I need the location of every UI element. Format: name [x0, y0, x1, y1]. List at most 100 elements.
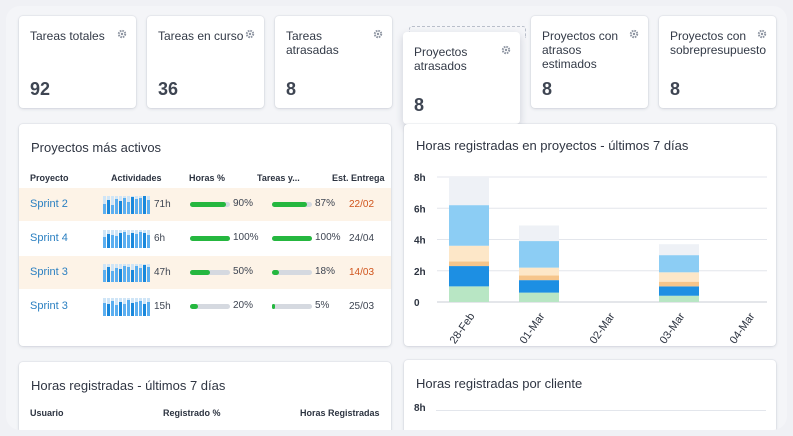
- bar-segment[interactable]: [519, 225, 559, 242]
- bar-segment[interactable]: [449, 205, 489, 246]
- hours-percent: 50%: [233, 266, 254, 277]
- tasks-percent: 100%: [315, 232, 341, 243]
- tasks-progress-bar: [272, 202, 312, 207]
- kpi-card-late-tasks[interactable]: Tareas atrasadas 8: [275, 16, 392, 108]
- project-link[interactable]: Sprint 2: [30, 198, 68, 210]
- table-row[interactable]: Sprint 4 6h 100% 100% 24/04: [19, 222, 391, 255]
- delivery-date: 22/02: [349, 199, 375, 210]
- activity-sparkline: [103, 230, 151, 248]
- bar-segment[interactable]: [519, 241, 559, 268]
- gear-icon[interactable]: [117, 29, 127, 39]
- hours-progress-bar: [190, 304, 230, 309]
- kpi-value: 8: [670, 79, 681, 99]
- column-header[interactable]: Proyecto: [30, 173, 69, 183]
- bar-segment[interactable]: [449, 286, 489, 302]
- table-row[interactable]: Sprint 3 15h 20% 5% 25/03: [19, 290, 391, 323]
- project-link[interactable]: Sprint 4: [30, 232, 68, 244]
- activity-sparkline: [103, 264, 151, 282]
- bar-segment[interactable]: [659, 295, 699, 302]
- bar-segment[interactable]: [449, 245, 489, 262]
- tasks-percent: 5%: [315, 300, 330, 311]
- panel-title: Proyectos más activos: [31, 140, 162, 155]
- hours-chart-panel: Horas registradas en proyectos - últimos…: [404, 124, 776, 346]
- column-header[interactable]: Tareas y...: [257, 173, 300, 183]
- table-row[interactable]: Sprint 2 71h 90% 87% 22/02: [19, 188, 391, 221]
- gear-icon[interactable]: [757, 29, 767, 39]
- kpi-label: Proyectos con atrasos estimados: [542, 29, 619, 71]
- kpi-value: 8: [542, 79, 553, 99]
- tasks-progress-bar: [272, 304, 312, 309]
- x-tick-label: 04-Mar: [728, 311, 758, 346]
- kpi-value: 92: [30, 79, 51, 99]
- gear-icon[interactable]: [245, 29, 255, 39]
- kpi-card-late-projects[interactable]: Proyectos atrasados 8: [403, 32, 520, 124]
- activity-sparkline: [103, 298, 151, 316]
- gear-icon[interactable]: [373, 29, 383, 39]
- hours-percent: 100%: [233, 232, 259, 243]
- kpi-card-total-tasks[interactable]: Tareas totales 92: [19, 16, 136, 108]
- y-tick-label: 4h: [414, 236, 426, 247]
- y-tick-label: 8h: [414, 403, 426, 414]
- bar-segment[interactable]: [659, 244, 699, 256]
- gear-icon[interactable]: [501, 45, 511, 55]
- project-link[interactable]: Sprint 3: [30, 300, 68, 312]
- y-tick-label: 8h: [414, 173, 426, 184]
- kpi-card-tasks-in-progress[interactable]: Tareas en curso 36: [147, 16, 264, 108]
- project-link[interactable]: Sprint 3: [30, 266, 68, 278]
- tasks-progress-bar: [272, 236, 312, 241]
- hours-value: 6h: [154, 233, 166, 244]
- bar-segment[interactable]: [659, 255, 699, 273]
- kpi-label: Proyectos atrasados: [414, 45, 468, 73]
- hours-users-panel: Horas registradas - últimos 7 días Usuar…: [19, 362, 391, 430]
- bar-segment[interactable]: [449, 261, 489, 267]
- hours-progress-bar: [190, 202, 230, 207]
- kpi-card-estimated-late-projects[interactable]: Proyectos con atrasos estimados 8: [531, 16, 648, 108]
- y-tick-label: 2h: [414, 267, 426, 278]
- kpi-card-over-budget-projects[interactable]: Proyectos con sobrepresupuesto 8: [659, 16, 776, 108]
- kpi-label: Tareas en curso: [158, 29, 244, 43]
- column-header[interactable]: Usuario: [30, 408, 64, 418]
- hours-progress-bar: [190, 236, 230, 241]
- bar-segment[interactable]: [659, 272, 699, 282]
- column-header[interactable]: Est. Entrega: [332, 173, 385, 183]
- bar-segment[interactable]: [449, 266, 489, 287]
- hours-percent: 20%: [233, 300, 254, 311]
- kpi-value: 8: [414, 95, 425, 115]
- kpi-value: 36: [158, 79, 179, 99]
- bar-segment[interactable]: [519, 267, 559, 276]
- active-projects-panel: Proyectos más activos Proyecto Actividad…: [19, 124, 391, 346]
- bar-segment[interactable]: [659, 286, 699, 296]
- hours-percent: 90%: [233, 198, 254, 209]
- y-tick-label: 0: [414, 298, 420, 309]
- chart-title: Horas registradas en proyectos - últimos…: [416, 138, 689, 153]
- gear-icon[interactable]: [629, 29, 639, 39]
- table-row[interactable]: Sprint 3 47h 50% 18% 14/03: [19, 256, 391, 289]
- hours-value: 47h: [154, 267, 171, 278]
- x-tick-label: 28-Feb: [448, 311, 478, 346]
- kpi-label: Proyectos con sobrepresupuesto: [670, 29, 767, 57]
- bar-segment[interactable]: [519, 280, 559, 293]
- kpi-label: Tareas totales: [30, 29, 105, 43]
- panel-title: Horas registradas por cliente: [416, 376, 583, 391]
- dashboard: Tareas totales 92 Tareas en curso 36 Tar…: [6, 6, 787, 430]
- x-tick-label: 02-Mar: [588, 311, 618, 346]
- bar-segment[interactable]: [519, 275, 559, 281]
- activity-sparkline: [103, 196, 151, 214]
- column-header[interactable]: Horas Registradas: [300, 408, 380, 418]
- delivery-date: 14/03: [349, 267, 375, 278]
- column-header[interactable]: Registrado %: [163, 408, 221, 418]
- y-tick-label: 6h: [414, 204, 426, 215]
- column-header[interactable]: Horas %: [189, 173, 226, 183]
- hours-progress-bar: [190, 270, 230, 275]
- delivery-date: 25/03: [349, 301, 375, 312]
- panel-title: Horas registradas - últimos 7 días: [31, 378, 226, 393]
- column-header[interactable]: Actividades: [111, 173, 162, 183]
- bar-segment[interactable]: [519, 292, 559, 302]
- hours-bar-chart: 0 2h 4h 6h 8h 28-Feb 01-Mar 02-Mar 03-Mar 04-Mar: [414, 173, 767, 346]
- bar-segment[interactable]: [449, 177, 489, 206]
- hours-value: 15h: [154, 301, 171, 312]
- bar-segment[interactable]: [659, 281, 699, 287]
- tasks-percent: 87%: [315, 198, 336, 209]
- tasks-percent: 18%: [315, 266, 336, 277]
- hours-value: 71h: [154, 199, 171, 210]
